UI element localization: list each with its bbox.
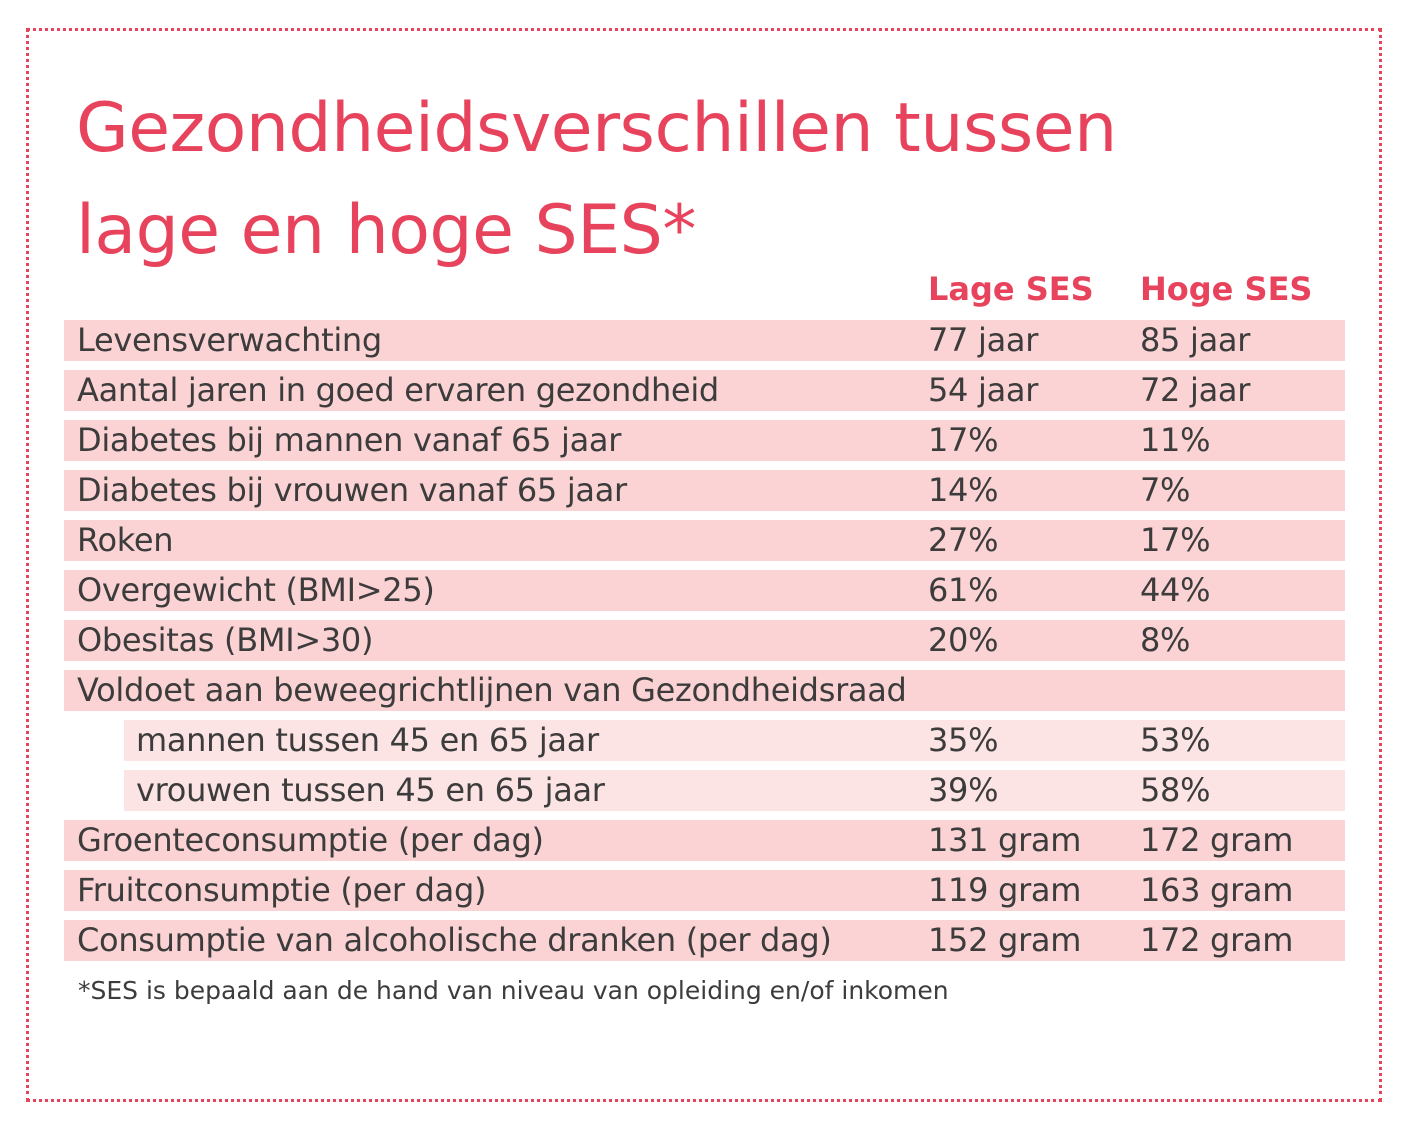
hoge-ses-value: 163 gram	[1140, 871, 1294, 909]
page-title: Gezondheidsverschillen tussen lage en ho…	[76, 78, 1117, 282]
row-label: Groenteconsumptie (per dag)	[77, 821, 544, 859]
table-row: Obesitas (BMI>30) 20% 8%	[64, 620, 1345, 661]
lage-ses-value: 17%	[928, 421, 999, 459]
row-label: mannen tussen 45 en 65 jaar	[136, 721, 599, 759]
table-row: Roken 27% 17%	[64, 520, 1345, 561]
hoge-ses-value: 7%	[1140, 471, 1191, 509]
table-row: Levensverwachting 77 jaar 85 jaar	[64, 320, 1345, 361]
row-label: Voldoet aan beweegrichtlijnen van Gezond…	[77, 671, 907, 709]
row-label: Obesitas (BMI>30)	[77, 621, 374, 659]
table-sub-row: vrouwen tussen 45 en 65 jaar 39% 58%	[124, 770, 1345, 811]
table-sub-row: mannen tussen 45 en 65 jaar 35% 53%	[124, 720, 1345, 761]
dotted-border	[26, 28, 1382, 1102]
footnote: *SES is bepaald aan de hand van niveau v…	[78, 976, 949, 1005]
hoge-ses-value: 8%	[1140, 621, 1191, 659]
lage-ses-value: 54 jaar	[928, 371, 1039, 409]
row-label: Diabetes bij vrouwen vanaf 65 jaar	[77, 471, 627, 509]
lage-ses-value: 77 jaar	[928, 321, 1039, 359]
row-label: vrouwen tussen 45 en 65 jaar	[136, 771, 605, 809]
row-label: Diabetes bij mannen vanaf 65 jaar	[77, 421, 622, 459]
hoge-ses-value: 11%	[1140, 421, 1211, 459]
table-row: Consumptie van alcoholische dranken (per…	[64, 920, 1345, 961]
table-row: Aantal jaren in goed ervaren gezondheid 5…	[64, 370, 1345, 411]
hoge-ses-value: 72 jaar	[1140, 371, 1251, 409]
table-row: Diabetes bij mannen vanaf 65 jaar 17% 11%	[64, 420, 1345, 461]
hoge-ses-value: 85 jaar	[1140, 321, 1251, 359]
lage-ses-value: 61%	[928, 571, 999, 609]
title-line-2: lage en hoge SES*	[76, 191, 696, 270]
hoge-ses-value: 172 gram	[1140, 921, 1294, 959]
hoge-ses-value: 44%	[1140, 571, 1211, 609]
row-label: Levensverwachting	[77, 321, 382, 359]
title-line-1: Gezondheidsverschillen tussen	[76, 89, 1117, 168]
table-row: Fruitconsumptie (per dag) 119 gram 163 gra…	[64, 870, 1345, 911]
row-label: Consumptie van alcoholische dranken (per…	[77, 921, 832, 959]
column-header-hoge-ses: Hoge SES	[1140, 270, 1313, 308]
lage-ses-value: 119 gram	[928, 871, 1082, 909]
hoge-ses-value: 172 gram	[1140, 821, 1294, 859]
table-row: Groenteconsumptie (per dag) 131 gram 172 g…	[64, 820, 1345, 861]
lage-ses-value: 152 gram	[928, 921, 1082, 959]
lage-ses-value: 35%	[928, 721, 999, 759]
lage-ses-value: 14%	[928, 471, 999, 509]
hoge-ses-value: 58%	[1140, 771, 1211, 809]
lage-ses-value: 39%	[928, 771, 999, 809]
row-label: Roken	[77, 521, 174, 559]
table-row: Voldoet aan beweegrichtlijnen van Gezond…	[64, 670, 1345, 711]
row-label: Aantal jaren in goed ervaren gezondheid	[77, 371, 719, 409]
table-row: Overgewicht (BMI>25) 61% 44%	[64, 570, 1345, 611]
lage-ses-value: 20%	[928, 621, 999, 659]
row-label: Fruitconsumptie (per dag)	[77, 871, 487, 909]
hoge-ses-value: 17%	[1140, 521, 1211, 559]
column-header-lage-ses: Lage SES	[928, 270, 1094, 308]
lage-ses-value: 27%	[928, 521, 999, 559]
table-row: Diabetes bij vrouwen vanaf 65 jaar 14% 7%	[64, 470, 1345, 511]
lage-ses-value: 131 gram	[928, 821, 1082, 859]
hoge-ses-value: 53%	[1140, 721, 1211, 759]
row-label: Overgewicht (BMI>25)	[77, 571, 435, 609]
